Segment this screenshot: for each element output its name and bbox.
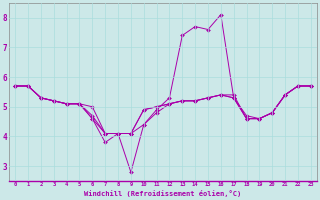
X-axis label: Windchill (Refroidissement éolien,°C): Windchill (Refroidissement éolien,°C)	[84, 190, 242, 197]
